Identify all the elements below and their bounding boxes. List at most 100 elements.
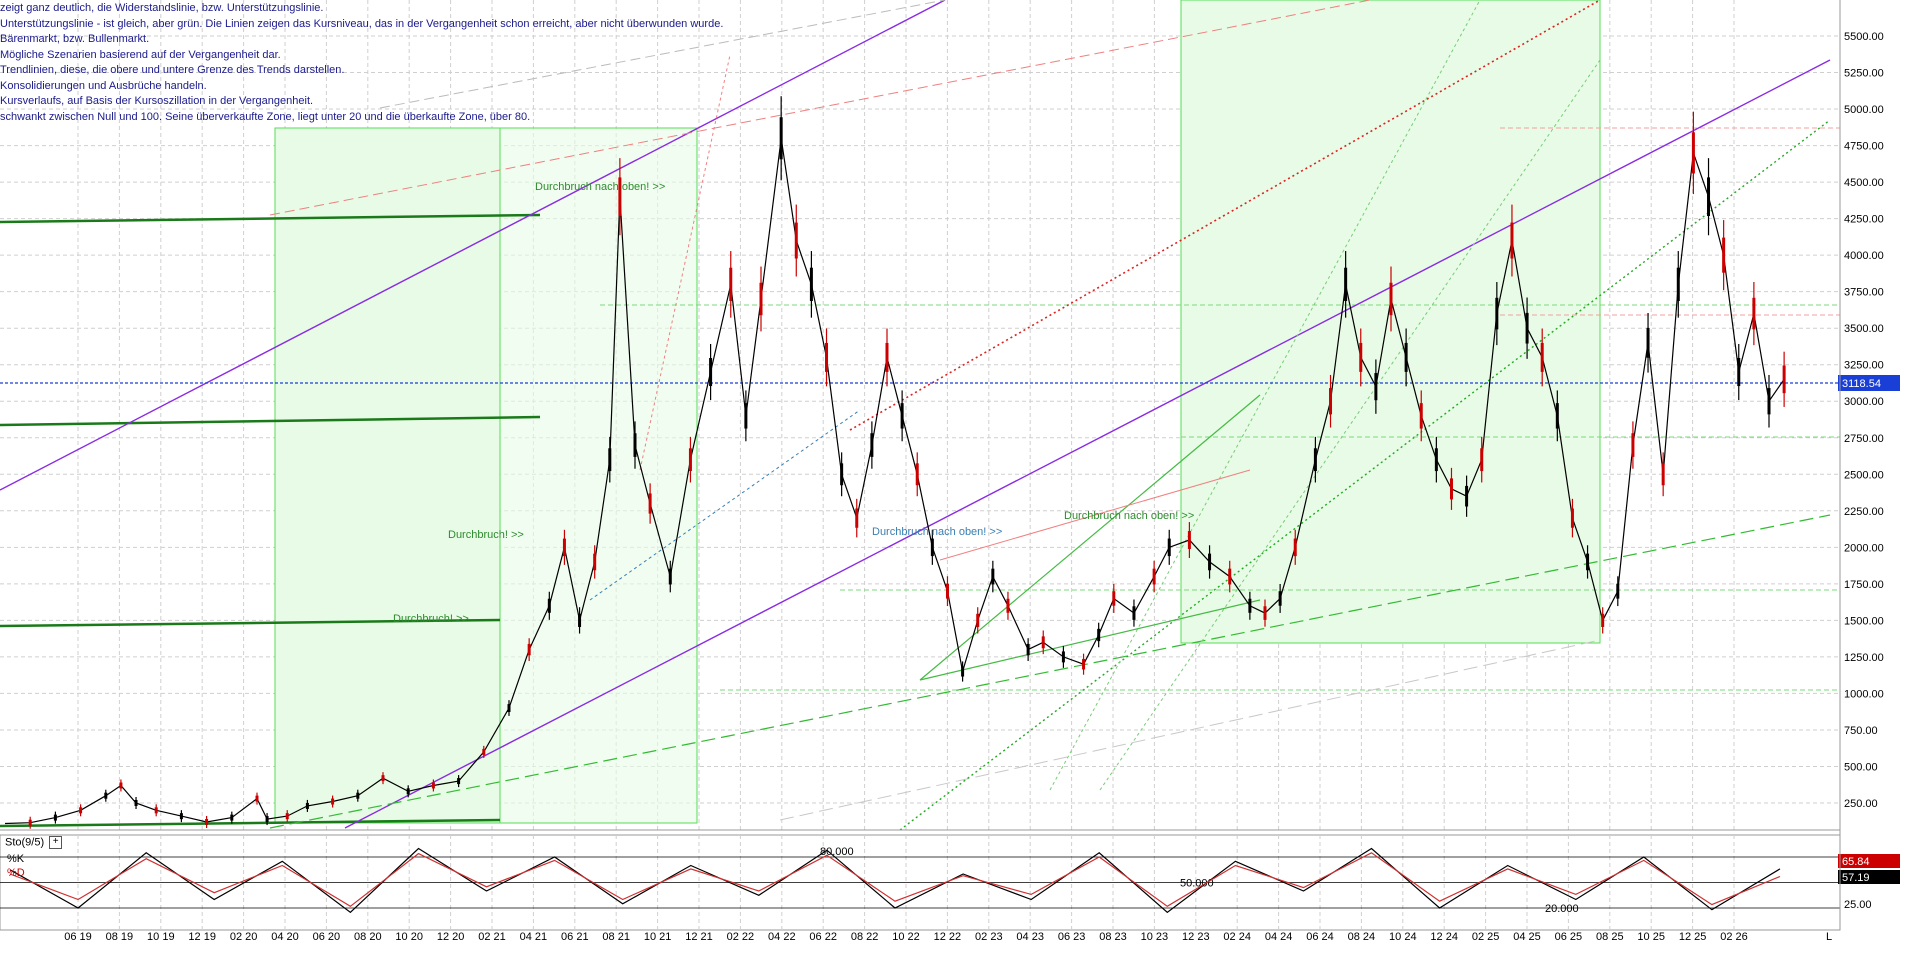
candle-body: [930, 538, 934, 557]
candle-body: [547, 598, 551, 613]
candle-body: [1082, 658, 1086, 670]
consolidation-box: [499, 127, 698, 824]
candle-body: [1631, 433, 1635, 457]
x-tick-label: 02 21: [478, 931, 506, 943]
candle-body: [205, 818, 209, 825]
y-tick-label: 3500.00: [1844, 323, 1884, 335]
header-note: Bärenmarkt, bzw. Bullenmarkt.: [0, 33, 150, 45]
x-tick-label: 04 24: [1265, 931, 1293, 943]
candle-body: [1404, 342, 1408, 372]
y-tick-label: 1750.00: [1844, 579, 1884, 591]
price-series-line: [4, 138, 1785, 825]
candle-body: [1586, 553, 1590, 571]
candle-body: [945, 583, 949, 599]
candle-body: [809, 267, 813, 302]
header-note: Konsolidierungen und Ausbrüche handeln.: [0, 79, 207, 92]
y-tick-label: 2000.00: [1844, 542, 1884, 554]
stoch-label: Sto(9/5) +: [5, 836, 63, 849]
x-tick-label: 02 20: [230, 931, 258, 943]
y-tick-label: 500.00: [1844, 761, 1878, 773]
annotation-label: Durchbruch nach oben! >>: [872, 526, 1002, 538]
trendline-purple: [344, 59, 1831, 829]
candle-body: [356, 792, 360, 799]
annotation-label: Durchbruch! >>: [393, 613, 469, 625]
x-tick-label: 08 25: [1596, 931, 1624, 943]
candle-body: [1152, 568, 1156, 585]
x-tick-label: 10 20: [395, 931, 423, 943]
guide-line: [379, 0, 946, 109]
trendline-purple: [0, 0, 946, 491]
candle-body: [507, 704, 511, 712]
candle-body: [855, 508, 859, 528]
candle-body: [593, 553, 597, 571]
candle-body: [1676, 267, 1680, 302]
x-tick-label: 08 23: [1099, 931, 1127, 943]
candle-body: [1722, 237, 1726, 273]
stoch-series-d: [9, 852, 1781, 908]
x-tick-label: 08 19: [106, 931, 134, 943]
candle-body: [991, 568, 995, 585]
stoch-legend-d: %D: [7, 867, 25, 879]
x-tick-label: 02 25: [1472, 931, 1500, 943]
stoch-add-button[interactable]: +: [49, 836, 63, 849]
y-tick-label: 5500.00: [1844, 31, 1884, 43]
x-tick-label: 10 21: [644, 931, 672, 943]
candle-body: [1782, 365, 1786, 394]
x-tick-label: 06 22: [809, 931, 837, 943]
header-note: schwankt zwischen Null und 100. Seine üb…: [0, 110, 531, 123]
x-tick-label: 10 23: [1141, 931, 1169, 943]
candle-body: [1329, 388, 1333, 415]
y-tick-label: 4750.00: [1844, 141, 1884, 153]
candle-body: [688, 448, 692, 472]
stoch-level-label: 80.000: [820, 846, 854, 858]
resistance-trendline: [269, 0, 1371, 216]
candle-body: [1601, 613, 1605, 627]
candle-body: [779, 117, 783, 160]
stoch-badge-d-bg: [1838, 870, 1900, 884]
x-tick-label: 06 20: [313, 931, 341, 943]
candle-body: [1752, 297, 1756, 330]
x-tick-label: 04 23: [1016, 931, 1044, 943]
candle-body: [1187, 531, 1191, 550]
candle-body: [1344, 267, 1348, 302]
candle-body: [840, 463, 844, 486]
y-tick-label: 5250.00: [1844, 68, 1884, 80]
candle-body: [1132, 606, 1136, 620]
candle-body: [1112, 591, 1116, 606]
candle-body: [1313, 448, 1317, 472]
candle-body: [1510, 222, 1514, 259]
candle-body: [1691, 132, 1695, 174]
candle-body: [1041, 636, 1045, 649]
x-tick-label: 04 21: [520, 931, 548, 943]
x-tick-label: 10 19: [147, 931, 175, 943]
x-tick-label: 12 24: [1430, 931, 1458, 943]
x-tick-label: 06 19: [64, 931, 92, 943]
candle-body: [1061, 651, 1065, 663]
candle-body: [709, 357, 713, 387]
y-tick-label: 4250.00: [1844, 214, 1884, 226]
candle-body: [1480, 448, 1484, 472]
fan-line: [919, 599, 1261, 681]
x-tick-label: 06 25: [1555, 931, 1583, 943]
candle-body: [527, 643, 531, 656]
stoch-tick-label: 25.00: [1844, 899, 1872, 911]
stoch-badge-k-bg: [1838, 854, 1900, 868]
resistance-trendline: [939, 469, 1251, 561]
stoch-level-label: 20.000: [1545, 903, 1579, 915]
candle-body: [285, 813, 289, 820]
candle-body: [1540, 342, 1544, 372]
candle-body: [1293, 538, 1297, 557]
candle-body: [578, 613, 582, 627]
y-tick-label: 4500.00: [1844, 177, 1884, 189]
price-badge-bg: [1838, 375, 1900, 391]
y-tick-label: 750.00: [1844, 725, 1878, 737]
candle-body: [305, 802, 309, 809]
candle-body: [1465, 485, 1469, 507]
support-trendline-dotted: [899, 119, 1831, 831]
candle-body: [104, 792, 108, 799]
x-tick-label: 02 23: [975, 931, 1003, 943]
y-tick-label: 3250.00: [1844, 360, 1884, 372]
candle-body: [1707, 177, 1711, 216]
